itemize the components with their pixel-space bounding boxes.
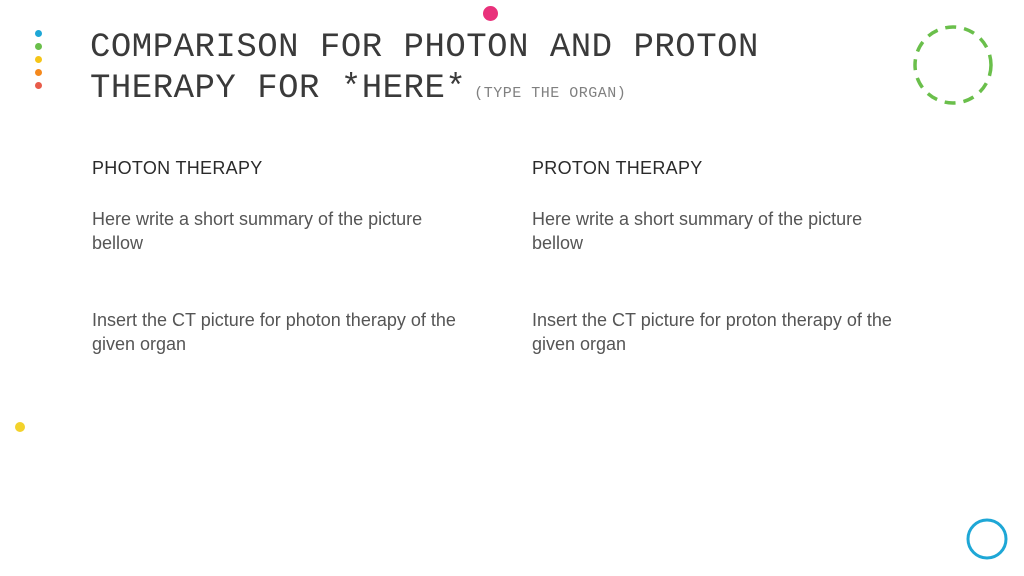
dot-1: [35, 30, 42, 37]
photon-insert: Insert the CT picture for photon therapy…: [92, 308, 472, 357]
vertical-dots-decor: [35, 30, 42, 89]
proton-insert: Insert the CT picture for proton therapy…: [532, 308, 912, 357]
photon-heading: PHOTON THERAPY: [92, 158, 472, 179]
yellow-dot-decor: [15, 422, 25, 432]
pink-dot-decor: [483, 6, 498, 21]
title-line-1: COMPARISON FOR PHOTON AND PROTON: [90, 29, 759, 67]
page-title: COMPARISON FOR PHOTON AND PROTON THERAPY…: [90, 28, 844, 110]
proton-heading: PROTON THERAPY: [532, 158, 912, 179]
dot-5: [35, 82, 42, 89]
title-subtitle: (TYPE THE ORGAN): [474, 85, 626, 102]
proton-summary: Here write a short summary of the pictur…: [532, 207, 912, 256]
blue-circle-decor: [965, 517, 1009, 561]
dot-3: [35, 56, 42, 63]
column-photon: PHOTON THERAPY Here write a short summar…: [92, 158, 472, 408]
dot-4: [35, 69, 42, 76]
column-proton: PROTON THERAPY Here write a short summar…: [532, 158, 912, 408]
title-line-2: THERAPY FOR *HERE*: [90, 70, 466, 108]
dot-2: [35, 43, 42, 50]
comparison-columns: PHOTON THERAPY Here write a short summar…: [92, 158, 912, 408]
dashed-circle-decor: [910, 22, 996, 108]
photon-summary: Here write a short summary of the pictur…: [92, 207, 472, 256]
